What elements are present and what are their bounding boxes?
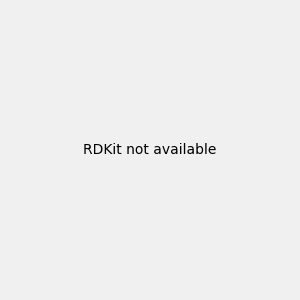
Text: RDKit not available: RDKit not available xyxy=(83,143,217,157)
